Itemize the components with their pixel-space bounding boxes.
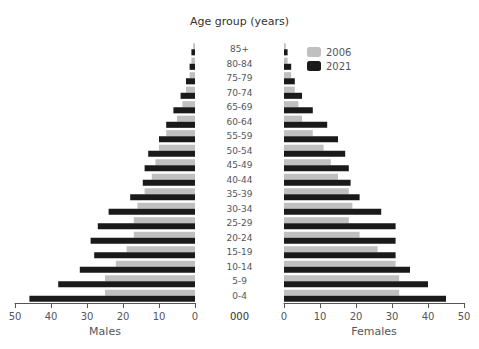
svg-text:0: 0 bbox=[281, 311, 287, 322]
svg-text:40: 40 bbox=[422, 311, 435, 322]
svg-text:65-69: 65-69 bbox=[226, 102, 252, 112]
svg-text:85+: 85+ bbox=[230, 44, 249, 54]
svg-text:45-49: 45-49 bbox=[226, 160, 252, 170]
svg-text:30: 30 bbox=[81, 311, 94, 322]
svg-text:30: 30 bbox=[386, 311, 399, 322]
svg-text:50: 50 bbox=[9, 311, 22, 322]
svg-text:40-44: 40-44 bbox=[226, 175, 252, 185]
svg-text:15-19: 15-19 bbox=[226, 247, 252, 257]
svg-text:10-14: 10-14 bbox=[226, 262, 252, 272]
svg-text:0-4: 0-4 bbox=[232, 291, 247, 301]
svg-text:0: 0 bbox=[192, 311, 198, 322]
svg-text:25-29: 25-29 bbox=[226, 218, 252, 228]
svg-text:Age group (years): Age group (years) bbox=[190, 15, 289, 28]
svg-text:20: 20 bbox=[350, 311, 363, 322]
svg-text:60-64: 60-64 bbox=[226, 117, 252, 127]
svg-text:70-74: 70-74 bbox=[226, 88, 252, 98]
svg-text:50: 50 bbox=[458, 311, 471, 322]
svg-text:75-79: 75-79 bbox=[226, 73, 252, 83]
svg-text:Females: Females bbox=[351, 325, 397, 338]
svg-text:50-54: 50-54 bbox=[226, 146, 252, 156]
svg-text:000: 000 bbox=[230, 311, 249, 322]
svg-text:40: 40 bbox=[45, 311, 58, 322]
svg-text:10: 10 bbox=[314, 311, 327, 322]
svg-text:35-39: 35-39 bbox=[226, 189, 252, 199]
svg-text:5-9: 5-9 bbox=[232, 276, 247, 286]
svg-text:2021: 2021 bbox=[326, 61, 351, 72]
svg-text:Males: Males bbox=[89, 325, 121, 338]
svg-text:10: 10 bbox=[153, 311, 166, 322]
svg-text:20-24: 20-24 bbox=[226, 233, 252, 243]
svg-text:80-84: 80-84 bbox=[226, 59, 252, 69]
svg-text:2006: 2006 bbox=[326, 47, 351, 58]
svg-text:30-34: 30-34 bbox=[226, 204, 252, 214]
svg-text:20: 20 bbox=[117, 311, 130, 322]
svg-text:55-59: 55-59 bbox=[226, 131, 252, 141]
